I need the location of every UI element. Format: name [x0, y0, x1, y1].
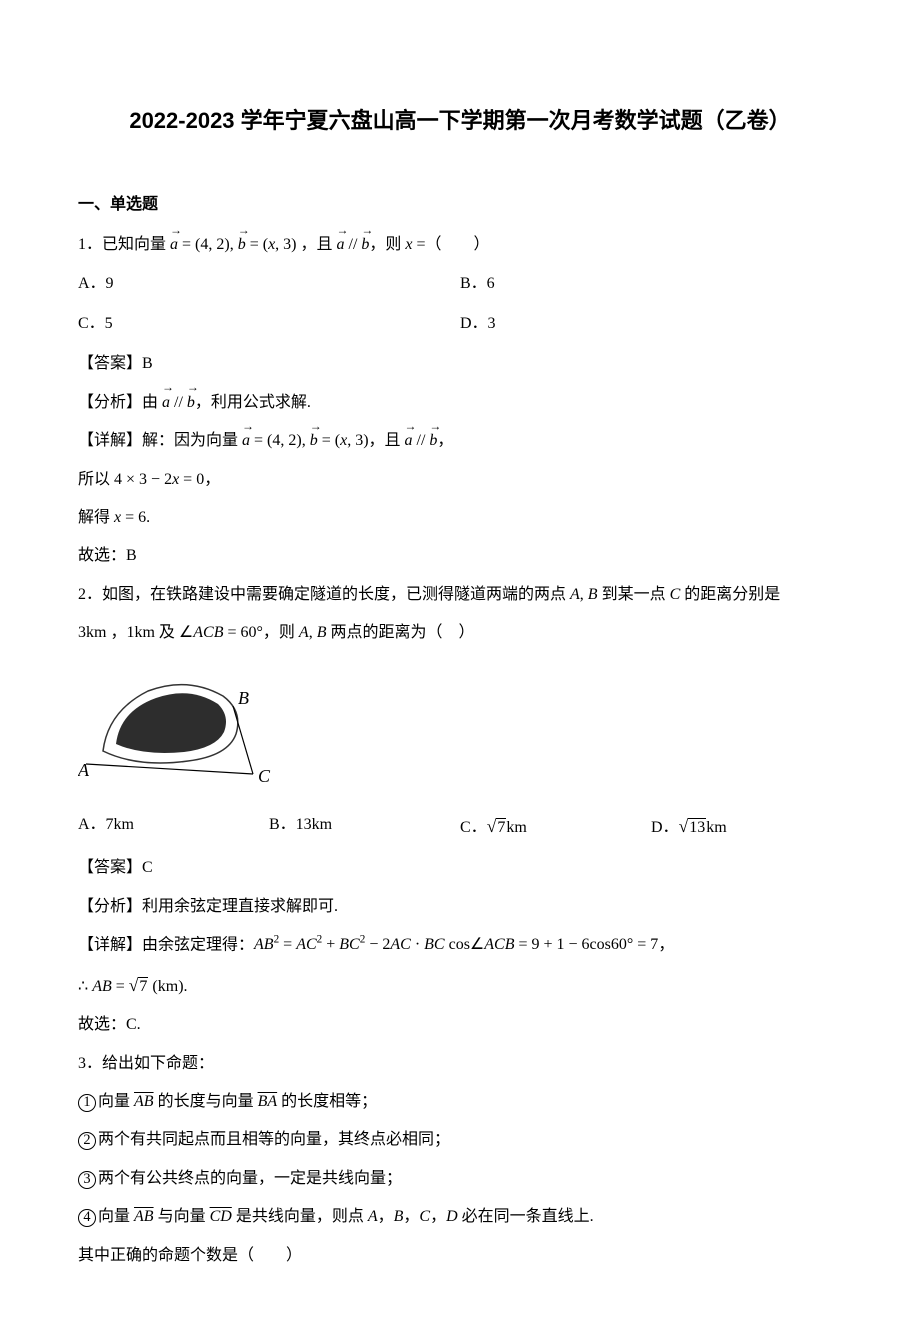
q2-opt-B: B．13km [269, 810, 460, 843]
q1-answer-val: B [142, 355, 153, 372]
q2-detail-1: 【详解】由余弦定理得：AB2 = AC2 + BC2 − 2AC · BC co… [78, 930, 842, 961]
q2-analysis-label: 【分析】 [78, 898, 142, 915]
q1-stem: 1．已知向量 a = (4, 2), b = (x, 3) ，且 a // b，… [78, 230, 842, 260]
q1-detail-2: 所以 4 × 3 − 2x = 0， [78, 465, 842, 495]
q2-stem-2: 3km ，1km 及 ∠ACB = 60°，则 A, B 两点的距离为（ ） [78, 618, 842, 648]
q1-opt-B: B．6 [460, 269, 842, 299]
q1-options-row2: C．5 D．3 [78, 309, 842, 339]
q1-answer: 【答案】B [78, 349, 842, 379]
label-C: C [258, 766, 271, 786]
q2-analysis: 【分析】利用余弦定理直接求解即可. [78, 892, 842, 922]
q1-analysis-label: 【分析】 [78, 394, 142, 411]
q1-answer-label: 【答案】 [78, 355, 142, 372]
q3-p2: 2两个有共同起点而且相等的向量，其终点必相同； [78, 1125, 842, 1155]
q2-answer-label: 【答案】 [78, 859, 142, 876]
q2-detail-3: 故选：C. [78, 1010, 842, 1040]
q1-opt-A: A．9 [78, 269, 460, 299]
line-BC [233, 706, 253, 774]
q3-p2-txt: 两个有共同起点而且相等的向量，其终点必相同； [98, 1131, 450, 1148]
q3-stem: 3．给出如下命题： [78, 1049, 842, 1079]
q3-p1: 1向量 AB 的长度与向量 BA 的长度相等； [78, 1087, 842, 1117]
q3-p4: 4向量 AB 与向量 CD 是共线向量，则点 A，B，C，D 必在同一条直线上. [78, 1202, 842, 1232]
q2-detail-label: 【详解】 [78, 936, 142, 953]
q2-opt-C: C．√7km [460, 810, 651, 843]
label-B: B [238, 688, 249, 708]
q3-p3: 3两个有公共终点的向量，一定是共线向量； [78, 1164, 842, 1194]
q1-options-row1: A．9 B．6 [78, 269, 842, 299]
q1-analysis: 【分析】由 a // b，利用公式求解. [78, 388, 842, 418]
q1-stem-pre: 1．已知向量 [78, 236, 170, 253]
q2-options: A．7km B．13km C．√7km D．√13km [78, 810, 842, 843]
q1-detail-1: 【详解】解：因为向量 a = (4, 2), b = (x, 3)，且 a //… [78, 426, 842, 456]
q2-answer-val: C [142, 859, 153, 876]
q1-detail-3: 解得 x = 6. [78, 503, 842, 533]
q2-stem-1: 2．如图，在铁路建设中需要确定隧道的长度，已测得隧道两端的两点 A, B 到某一… [78, 580, 842, 610]
line-AC [86, 764, 253, 774]
q3-tail: 其中正确的命题个数是（ ） [78, 1241, 842, 1271]
q3-p3-txt: 两个有公共终点的向量，一定是共线向量； [98, 1170, 402, 1187]
q2-figure: A B C [78, 656, 842, 797]
section-heading: 一、单选题 [78, 190, 842, 220]
label-A: A [78, 760, 90, 780]
q1-opt-C: C．5 [78, 309, 460, 339]
q1-cond: ，且 a // b，则 x =（ ） [301, 236, 490, 253]
tunnel-diagram-svg: A B C [78, 656, 283, 786]
q1-opt-D: D．3 [460, 309, 842, 339]
q2-analysis-txt: 利用余弦定理直接求解即可. [142, 898, 338, 915]
q2-opt-D: D．√13km [651, 810, 842, 843]
q1-vector-eq: a = (4, 2), b = (x, 3) [170, 236, 300, 253]
q1-detail-label: 【详解】 [78, 432, 142, 449]
q2-detail-2: ∴ AB = √7 (km). [78, 969, 842, 1002]
q2-opt-A: A．7km [78, 810, 269, 843]
page-title: 2022-2023 学年宁夏六盘山高一下学期第一次月考数学试题（乙卷） [78, 100, 842, 142]
q2-answer: 【答案】C [78, 853, 842, 883]
q1-detail-4: 故选：B [78, 541, 842, 571]
